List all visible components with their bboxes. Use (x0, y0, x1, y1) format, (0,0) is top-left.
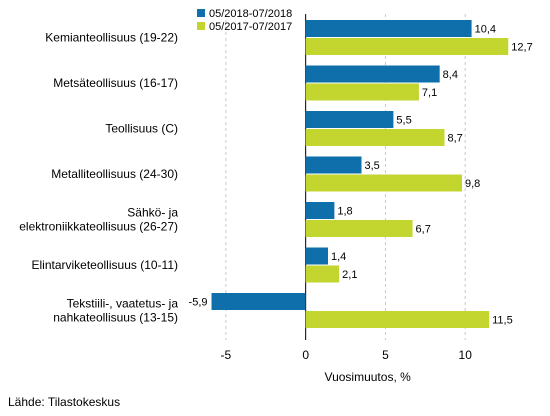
bar-series-2 (305, 311, 490, 328)
x-tick-label: 0 (302, 348, 309, 362)
x-tick-labels: -5 0 5 10 (221, 348, 473, 362)
legend: 05/2018-07/2018 05/2017-07/2017 (197, 8, 292, 33)
category-label: elektroniikkateollisuus (26-27) (19, 220, 178, 234)
category-label: Metsäteollisuus (16-17) (53, 76, 178, 90)
category-labels: Kemianteollisuus (19-22) Metsäteollisuus … (19, 31, 178, 325)
bar-series-2 (305, 220, 413, 237)
data-label: 8,4 (443, 69, 458, 81)
source-note: Lähde: Tilastokeskus (8, 395, 120, 409)
bar-series-1 (211, 293, 306, 310)
data-label: 9,8 (465, 178, 480, 190)
x-axis-title: Vuosimuutos, % (325, 370, 412, 384)
bar-series-1 (305, 20, 472, 37)
data-label: 8,7 (447, 133, 462, 145)
category-label: Kemianteollisuus (19-22) (45, 31, 178, 45)
category-label: Sähkö- ja (127, 206, 178, 220)
data-label: 2,1 (342, 269, 357, 281)
data-label: 7,1 (422, 87, 437, 99)
category-label: Metalliteollisuus (24-30) (51, 167, 178, 181)
bar-series-2 (305, 83, 419, 101)
data-label: 5,5 (396, 115, 411, 127)
data-label: -5,9 (189, 297, 208, 309)
x-tick-label: 5 (382, 348, 389, 362)
bar-series-1 (305, 111, 394, 128)
bar-series-1 (305, 65, 440, 83)
legend-swatch-series-1 (197, 9, 205, 17)
value-labels: 10,4 12,7 8,4 7,1 5,5 8,7 3,5 9,8 1,8 6,7 1,4 2,1 -5… (189, 24, 533, 327)
legend-swatch-series-2 (197, 22, 205, 30)
category-label: Elintarviketeollisuus (10-11) (31, 258, 178, 272)
category-label: Teollisuus (C) (105, 122, 178, 136)
legend-label-series-1: 05/2018-07/2018 (209, 8, 292, 20)
bars (211, 20, 509, 328)
bar-series-2 (305, 129, 445, 146)
bar-series-2 (305, 174, 463, 192)
bar-series-1 (305, 247, 328, 265)
bar-series-2 (305, 38, 509, 55)
bar-series-2 (305, 265, 340, 283)
data-label: 3,5 (365, 160, 380, 172)
category-label: nahkateollisuus (13-15) (53, 311, 178, 325)
bar-series-1 (305, 202, 335, 219)
data-label: 1,8 (337, 206, 352, 218)
x-tick-label: -5 (221, 348, 232, 362)
data-label: 10,4 (475, 24, 496, 36)
data-label: 1,4 (331, 251, 346, 263)
data-label: 12,7 (511, 42, 532, 54)
bar-series-1 (305, 156, 362, 174)
legend-label-series-2: 05/2017-07/2017 (209, 21, 292, 33)
data-label: 6,7 (416, 224, 431, 236)
data-label: 11,5 (492, 315, 513, 327)
category-label: Tekstiili-, vaatetus- ja (67, 297, 179, 311)
x-tick-label: 10 (459, 348, 473, 362)
